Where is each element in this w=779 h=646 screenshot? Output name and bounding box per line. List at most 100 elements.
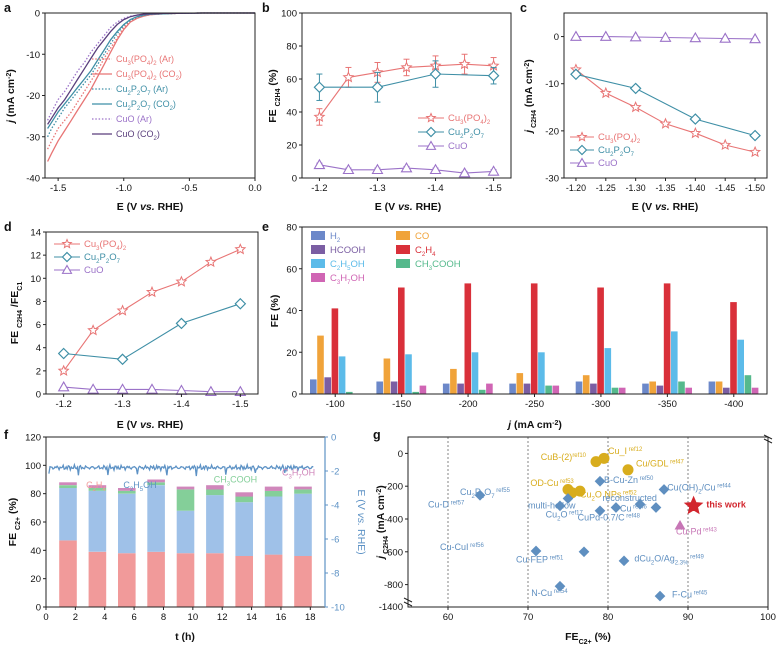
y-axis-title: j C2H4 (mA cm-2) bbox=[375, 485, 390, 561]
legend-label: Cu2P2O7 (Ar) bbox=[116, 84, 168, 97]
x-tick-label: -350 bbox=[658, 399, 677, 410]
x-tick-label: 12 bbox=[217, 612, 228, 623]
y-tick-label: -30 bbox=[545, 174, 559, 185]
marker-star bbox=[342, 71, 355, 83]
marker-star bbox=[629, 101, 642, 113]
marker-diamond bbox=[618, 555, 630, 567]
legend-label: Cu2P2O7 (CO2) bbox=[116, 99, 176, 112]
bar bbox=[338, 356, 346, 394]
marker-triangle bbox=[719, 32, 732, 43]
x-tick-label: 8 bbox=[161, 612, 166, 623]
point-label: Cu-Pd ref43 bbox=[676, 527, 718, 537]
axis-break bbox=[403, 601, 413, 607]
x-tick-label: -1.20 bbox=[566, 183, 586, 193]
y2-tick-label: -6 bbox=[331, 535, 339, 546]
bar bbox=[545, 385, 552, 394]
marker-star bbox=[175, 275, 188, 287]
y-tick-label: -20 bbox=[545, 126, 559, 137]
stack-bar bbox=[147, 485, 165, 552]
marker-star bbox=[87, 324, 100, 336]
marker-star bbox=[458, 57, 471, 70]
marker-circle bbox=[574, 485, 586, 497]
legend-label: C3H7OH bbox=[330, 273, 365, 286]
bar bbox=[310, 379, 317, 394]
marker-diamond bbox=[650, 502, 662, 513]
point-label: multi-hollow bbox=[528, 500, 576, 510]
x-tick-label: 0 bbox=[43, 612, 48, 623]
bar bbox=[552, 385, 560, 394]
marker-star bbox=[683, 495, 704, 515]
y-tick-label: -10 bbox=[26, 50, 40, 61]
marker-diamond bbox=[578, 546, 590, 558]
x-tick-label: -200 bbox=[459, 399, 478, 410]
marker-triangle bbox=[689, 31, 702, 43]
marker-diamond bbox=[654, 590, 666, 602]
marker-triangle bbox=[659, 31, 672, 42]
marker-diamond bbox=[474, 489, 486, 501]
marker-diamond bbox=[116, 353, 129, 366]
stack-bar bbox=[88, 485, 107, 488]
x-tick-label: 100 bbox=[760, 612, 776, 623]
stack-bar bbox=[88, 488, 107, 491]
y-tick-label: -20 bbox=[26, 91, 40, 102]
legend-label: CuO bbox=[448, 141, 468, 152]
marker-triangle bbox=[487, 165, 500, 176]
marker-diamond bbox=[425, 126, 437, 138]
x-tick-label: -1.40 bbox=[685, 183, 705, 193]
bar bbox=[575, 381, 583, 394]
y-tick-label: 0 bbox=[36, 603, 41, 614]
bar bbox=[457, 383, 464, 394]
legend-label: Cu3(PO4)2 bbox=[598, 132, 641, 145]
point-label: F-Cu ref45 bbox=[672, 590, 708, 600]
x-tick-label: -1.35 bbox=[655, 183, 675, 193]
stack-bar bbox=[118, 553, 136, 607]
legend-swatch bbox=[311, 273, 325, 282]
series-line bbox=[47, 12, 255, 125]
marker-diamond bbox=[234, 297, 247, 310]
legend-swatch bbox=[396, 259, 410, 268]
bar bbox=[390, 381, 398, 394]
bar bbox=[737, 339, 744, 394]
marker-triangle bbox=[576, 157, 588, 167]
point-label: Cu/GDL ref47 bbox=[636, 459, 685, 469]
marker-triangle bbox=[371, 163, 384, 175]
y-tick-label: -30 bbox=[26, 132, 40, 143]
bar bbox=[398, 287, 405, 394]
bar bbox=[649, 381, 656, 394]
bar bbox=[471, 352, 479, 395]
y-tick-label: 40 bbox=[286, 306, 297, 317]
y-tick-label: 2 bbox=[36, 366, 41, 377]
panel-a: -1.5 -1.0 -0.5 0.0 -40 -30 -20 -10 0 a E (V vs. RH… bbox=[4, 1, 262, 213]
legend-label: Cu2P2O7 bbox=[84, 252, 121, 265]
point-label: CuPd-0.7/C ref48 bbox=[578, 513, 641, 523]
y-tick-label: -40 bbox=[26, 174, 40, 185]
point-label: Cu2O NPs ref52 bbox=[580, 490, 637, 503]
x-tick-label: 4 bbox=[102, 612, 107, 623]
stack-bar bbox=[294, 556, 312, 607]
x-axis-title: t (h) bbox=[175, 631, 195, 643]
x-tick-label: 14 bbox=[246, 612, 257, 623]
bar bbox=[715, 381, 723, 394]
marker-triangle bbox=[458, 166, 471, 178]
marker-star bbox=[719, 138, 732, 151]
marker-star bbox=[689, 126, 702, 139]
stack-bar bbox=[176, 486, 195, 490]
plot-frame bbox=[45, 231, 259, 395]
y-axis-title: FE C2+ (%) bbox=[7, 498, 22, 547]
bar bbox=[516, 373, 524, 394]
bar bbox=[708, 381, 716, 394]
bar bbox=[590, 383, 597, 394]
bar bbox=[419, 385, 427, 394]
marker-diamond bbox=[61, 251, 73, 263]
x-tick-label: -1.4 bbox=[173, 399, 189, 410]
bar bbox=[530, 283, 538, 394]
bar bbox=[685, 387, 692, 394]
axis-break bbox=[403, 597, 413, 603]
marker-diamond bbox=[689, 113, 702, 125]
bar bbox=[618, 387, 626, 394]
series-line bbox=[319, 73, 494, 88]
bar bbox=[317, 335, 324, 394]
legend-label: CuO (CO2) bbox=[116, 129, 160, 142]
y-tick-label: 0 bbox=[292, 174, 297, 185]
x-tick-label: -0.5 bbox=[181, 183, 197, 194]
